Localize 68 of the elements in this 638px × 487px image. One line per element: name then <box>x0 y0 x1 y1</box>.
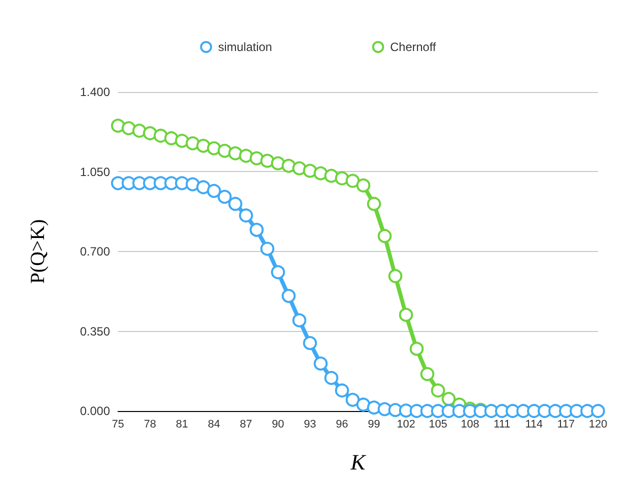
y-tick-label: 0.350 <box>80 324 110 338</box>
x-tick-label: 117 <box>557 418 575 430</box>
point <box>122 121 136 136</box>
point <box>271 156 285 170</box>
x-tick-label: 111 <box>494 418 510 430</box>
x-tick-label: 96 <box>336 418 348 430</box>
point <box>399 308 413 322</box>
x-tick-label: 102 <box>396 418 416 430</box>
point <box>314 356 328 371</box>
x-tick-label: 93 <box>304 418 316 430</box>
point <box>207 141 221 156</box>
point <box>250 151 264 166</box>
point <box>228 196 242 211</box>
point <box>378 229 392 243</box>
point <box>324 370 338 385</box>
x-tick-label: 75 <box>112 418 124 430</box>
x-tick-label: 90 <box>272 418 284 430</box>
point <box>420 367 434 382</box>
point <box>260 242 274 256</box>
legend-label: Chernoff <box>390 40 437 54</box>
x-tick-label: 99 <box>368 418 380 430</box>
point <box>154 128 168 143</box>
point <box>207 184 221 198</box>
x-tick-label: 108 <box>460 418 480 430</box>
point <box>218 190 232 204</box>
point <box>410 342 424 356</box>
point <box>591 404 605 418</box>
point <box>218 144 232 158</box>
point <box>282 158 296 173</box>
point <box>239 208 253 222</box>
x-axis-title: K <box>350 450 367 474</box>
x-tick-label: 81 <box>176 418 188 430</box>
point <box>239 148 253 163</box>
point <box>442 392 456 406</box>
point <box>186 136 200 150</box>
point <box>186 177 200 192</box>
y-axis-title: P(Q>K) <box>27 219 49 284</box>
point <box>335 171 349 186</box>
legend-label: simulation <box>218 40 272 54</box>
point <box>431 383 445 398</box>
y-tick-label: 0.000 <box>80 404 110 418</box>
point <box>292 313 306 328</box>
point <box>250 222 264 237</box>
x-tick-label: 105 <box>428 418 448 430</box>
point <box>335 383 349 398</box>
point <box>303 164 317 178</box>
point <box>282 288 296 303</box>
point <box>346 174 360 188</box>
point <box>143 126 157 140</box>
point <box>303 336 317 350</box>
point <box>346 392 360 407</box>
y-tick-label: 1.050 <box>80 164 110 179</box>
point <box>367 196 381 211</box>
point <box>314 166 328 180</box>
x-tick-label: 120 <box>588 418 608 430</box>
point <box>356 178 370 192</box>
point <box>111 118 125 133</box>
point <box>356 398 370 412</box>
x-tick-label: 114 <box>525 418 543 430</box>
x-tick-label: 78 <box>144 418 156 430</box>
y-tick-label: 0.700 <box>80 244 110 258</box>
point <box>175 134 189 148</box>
x-tick-label: 87 <box>240 418 252 430</box>
point <box>196 180 210 194</box>
point <box>388 269 402 284</box>
point <box>271 265 285 280</box>
y-tick-label: 1.400 <box>80 85 110 99</box>
x-tick-label: 84 <box>208 418 220 430</box>
